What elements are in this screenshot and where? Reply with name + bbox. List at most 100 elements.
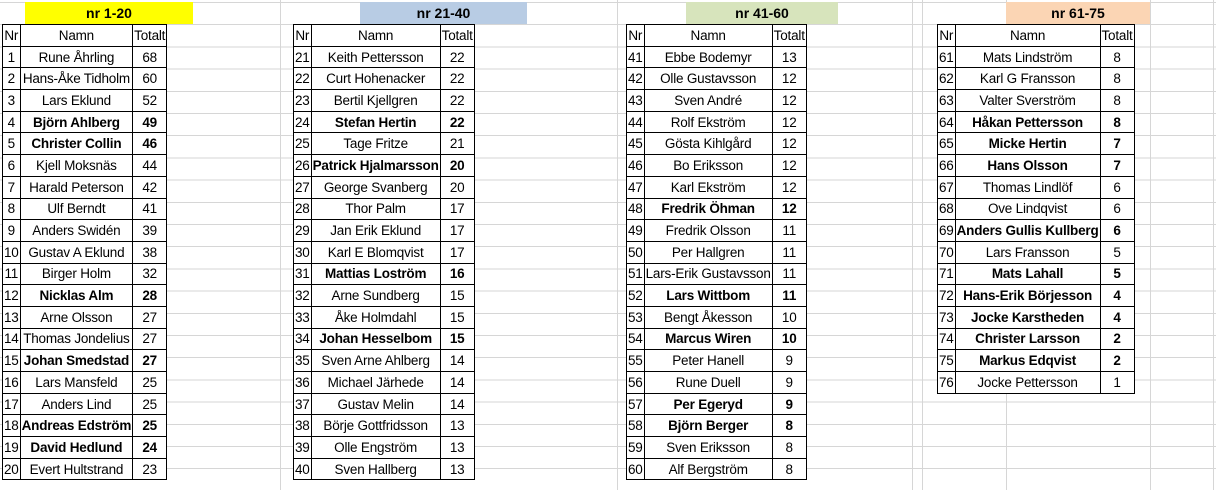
total-cell[interactable]: 60 xyxy=(132,67,168,91)
name-cell[interactable]: Jocke Pettersson xyxy=(954,371,1101,394)
name-cell[interactable]: Arne Olsson xyxy=(19,305,134,329)
name-cell[interactable]: Gustav Melin xyxy=(310,392,441,416)
total-cell[interactable]: 20 xyxy=(439,175,475,199)
rank-cell[interactable]: 68 xyxy=(937,197,956,221)
rank-cell[interactable]: 53 xyxy=(626,305,645,329)
rank-cell[interactable]: 74 xyxy=(937,327,956,351)
name-cell[interactable]: Lars Mansfeld xyxy=(19,371,134,394)
total-cell[interactable]: 17 xyxy=(439,240,475,264)
total-cell[interactable]: 8 xyxy=(1099,110,1135,134)
rank-cell[interactable]: 54 xyxy=(626,327,645,351)
total-cell[interactable]: 68 xyxy=(132,45,168,69)
name-cell[interactable]: Johan Hesselbom xyxy=(310,327,441,351)
column-header-nr[interactable]: Nr xyxy=(937,24,956,47)
name-cell[interactable]: Keith Pettersson xyxy=(310,45,441,69)
rank-cell[interactable]: 62 xyxy=(937,67,956,91)
total-cell[interactable]: 9 xyxy=(771,349,807,372)
name-cell[interactable]: Michael Järhede xyxy=(310,371,441,394)
total-cell[interactable]: 6 xyxy=(1099,197,1135,221)
rank-cell[interactable]: 38 xyxy=(293,414,312,438)
rank-cell[interactable]: 73 xyxy=(937,305,956,329)
rank-cell[interactable]: 42 xyxy=(626,67,645,91)
total-cell[interactable]: 6 xyxy=(1099,219,1135,242)
column-header-totalt[interactable]: Totalt xyxy=(439,24,475,47)
rank-cell[interactable]: 35 xyxy=(293,349,312,372)
table-title[interactable]: nr 21-40 xyxy=(360,2,527,24)
column-header-namn[interactable]: Namn xyxy=(954,24,1101,47)
rank-cell[interactable]: 55 xyxy=(626,349,645,372)
total-cell[interactable]: 22 xyxy=(439,45,475,69)
name-cell[interactable]: Kjell Moksnäs xyxy=(19,154,134,177)
rank-cell[interactable]: 39 xyxy=(293,436,312,459)
rank-cell[interactable]: 46 xyxy=(626,154,645,177)
rank-cell[interactable]: 4 xyxy=(2,110,21,134)
total-cell[interactable]: 16 xyxy=(439,262,475,286)
total-cell[interactable]: 10 xyxy=(771,305,807,329)
rank-cell[interactable]: 57 xyxy=(626,392,645,416)
rank-cell[interactable]: 28 xyxy=(293,197,312,221)
rank-cell[interactable]: 58 xyxy=(626,414,645,438)
name-cell[interactable]: Ulf Berndt xyxy=(19,197,134,221)
rank-cell[interactable]: 1 xyxy=(2,45,21,69)
name-cell[interactable]: Lars Fransson xyxy=(954,240,1101,264)
total-cell[interactable]: 13 xyxy=(439,414,475,438)
name-cell[interactable]: Sven Arne Ahlberg xyxy=(310,349,441,372)
rank-cell[interactable]: 2 xyxy=(2,67,21,91)
total-cell[interactable]: 12 xyxy=(771,132,807,156)
total-cell[interactable]: 4 xyxy=(1099,305,1135,329)
name-cell[interactable]: Thomas Lindlöf xyxy=(954,175,1101,199)
total-cell[interactable]: 38 xyxy=(132,240,168,264)
name-cell[interactable]: Anders Gullis Kullberg xyxy=(954,219,1101,242)
rank-cell[interactable]: 71 xyxy=(937,262,956,286)
rank-cell[interactable]: 52 xyxy=(626,284,645,307)
name-cell[interactable]: Karl Ekström xyxy=(643,175,773,199)
name-cell[interactable]: Hans Olsson xyxy=(954,154,1101,177)
total-cell[interactable]: 20 xyxy=(439,154,475,177)
total-cell[interactable]: 22 xyxy=(439,89,475,112)
name-cell[interactable]: Jocke Karstheden xyxy=(954,305,1101,329)
name-cell[interactable]: Fredrik Olsson xyxy=(643,219,773,242)
total-cell[interactable]: 17 xyxy=(439,197,475,221)
rank-cell[interactable]: 7 xyxy=(2,175,21,199)
rank-cell[interactable]: 8 xyxy=(2,197,21,221)
name-cell[interactable]: Valter Sverström xyxy=(954,89,1101,112)
rank-cell[interactable]: 11 xyxy=(2,262,21,286)
name-cell[interactable]: Andreas Edström xyxy=(19,414,134,438)
column-header-namn[interactable]: Namn xyxy=(643,24,773,47)
name-cell[interactable]: Lars Wittbom xyxy=(643,284,773,307)
total-cell[interactable]: 8 xyxy=(771,414,807,438)
table-title[interactable]: nr 41-60 xyxy=(686,2,838,24)
name-cell[interactable]: Hans-Åke Tidholm xyxy=(19,67,134,91)
total-cell[interactable]: 1 xyxy=(1099,371,1135,394)
total-cell[interactable]: 10 xyxy=(771,327,807,351)
column-header-namn[interactable]: Namn xyxy=(19,24,134,47)
rank-cell[interactable]: 67 xyxy=(937,175,956,199)
total-cell[interactable]: 5 xyxy=(1099,240,1135,264)
rank-cell[interactable]: 34 xyxy=(293,327,312,351)
table-title[interactable]: nr 1-20 xyxy=(25,2,193,24)
name-cell[interactable]: Rolf Ekström xyxy=(643,110,773,134)
column-header-totalt[interactable]: Totalt xyxy=(132,24,168,47)
name-cell[interactable]: Johan Smedstad xyxy=(19,349,134,372)
rank-cell[interactable]: 5 xyxy=(2,132,21,156)
rank-cell[interactable]: 45 xyxy=(626,132,645,156)
column-header-nr[interactable]: Nr xyxy=(293,24,312,47)
total-cell[interactable]: 8 xyxy=(1099,89,1135,112)
rank-cell[interactable]: 76 xyxy=(937,371,956,394)
name-cell[interactable]: Gösta Kihlgård xyxy=(643,132,773,156)
rank-cell[interactable]: 41 xyxy=(626,45,645,69)
rank-cell[interactable]: 3 xyxy=(2,89,21,112)
rank-cell[interactable]: 23 xyxy=(293,89,312,112)
name-cell[interactable]: Fredrik Öhman xyxy=(643,197,773,221)
rank-cell[interactable]: 26 xyxy=(293,154,312,177)
rank-cell[interactable]: 43 xyxy=(626,89,645,112)
name-cell[interactable]: Olle Engström xyxy=(310,436,441,459)
name-cell[interactable]: Anders Swidén xyxy=(19,219,134,242)
rank-cell[interactable]: 70 xyxy=(937,240,956,264)
rank-cell[interactable]: 25 xyxy=(293,132,312,156)
total-cell[interactable]: 25 xyxy=(132,371,168,394)
total-cell[interactable]: 27 xyxy=(132,327,168,351)
rank-cell[interactable]: 44 xyxy=(626,110,645,134)
name-cell[interactable]: Curt Hohenacker xyxy=(310,67,441,91)
rank-cell[interactable]: 6 xyxy=(2,154,21,177)
